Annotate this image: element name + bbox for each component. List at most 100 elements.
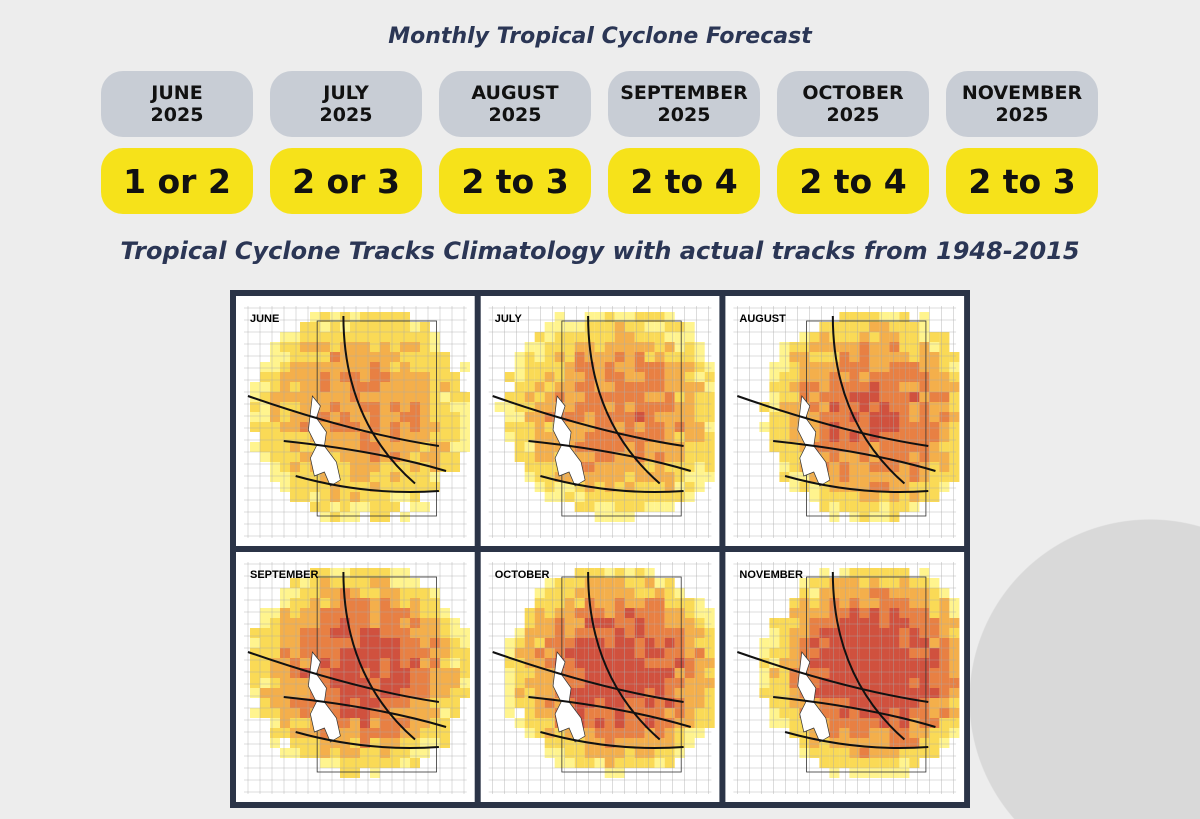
heat-cell: [390, 568, 400, 578]
heat-cell: [310, 332, 320, 342]
heat-cell: [829, 502, 840, 512]
heat-cell: [380, 492, 390, 502]
heat-cell: [929, 738, 940, 748]
heat-cell: [534, 352, 545, 362]
heat-cell: [879, 748, 890, 758]
heat-cell: [614, 758, 625, 768]
heat-cell: [869, 322, 880, 332]
heat-cell: [400, 618, 410, 628]
heat-cell: [370, 392, 380, 402]
heat-cell: [440, 728, 450, 738]
heat-cell: [534, 392, 545, 402]
month-pill: AUGUST 2025: [439, 71, 591, 137]
heat-cell: [829, 442, 840, 452]
heat-cell: [779, 442, 790, 452]
heat-cell: [829, 402, 840, 412]
heat-cell: [310, 638, 320, 648]
heat-cell: [859, 718, 870, 728]
heat-cell: [829, 578, 840, 588]
heat-cell: [594, 372, 605, 382]
heat-cell: [879, 342, 890, 352]
heat-cell: [624, 578, 635, 588]
heat-cell: [574, 658, 585, 668]
heat-cell: [280, 352, 290, 362]
heat-cell: [390, 728, 400, 738]
heat-cell: [260, 638, 270, 648]
heat-cell: [869, 362, 880, 372]
heat-cell: [674, 668, 685, 678]
heat-cell: [819, 492, 830, 502]
heat-cell: [839, 392, 850, 402]
heat-cell: [594, 502, 605, 512]
heat-cell: [664, 578, 675, 588]
heat-cell: [644, 462, 655, 472]
heat-cell: [290, 728, 300, 738]
heat-cell: [300, 442, 310, 452]
heat-cell: [809, 422, 820, 432]
heat-cell: [839, 648, 850, 658]
heat-cell: [929, 628, 940, 638]
heat-cell: [614, 502, 625, 512]
heat-cell: [544, 578, 555, 588]
heat-cell: [829, 392, 840, 402]
heat-cell: [564, 678, 575, 688]
heat-cell: [534, 728, 545, 738]
heat-cell: [270, 442, 280, 452]
heat-cell: [604, 482, 615, 492]
heat-cell: [350, 668, 360, 678]
heat-cell: [564, 342, 575, 352]
heat-cell: [694, 402, 705, 412]
heat-cell: [759, 658, 770, 668]
heat-cell: [859, 362, 870, 372]
heat-cell: [869, 578, 880, 588]
heat-cell: [879, 382, 890, 392]
heat-cell: [430, 668, 440, 678]
heat-cell: [340, 362, 350, 372]
heat-cell: [644, 748, 655, 758]
panel-label: SEPTEMBER: [250, 569, 319, 581]
heat-cell: [694, 728, 705, 738]
heat-cell: [340, 668, 350, 678]
heat-cell: [889, 688, 900, 698]
heat-cell: [370, 322, 380, 332]
heat-cell: [604, 382, 615, 392]
heat-cell: [584, 688, 595, 698]
heat-cell: [400, 578, 410, 588]
heat-cell: [839, 658, 850, 668]
heat-cell: [819, 432, 830, 442]
heat-cell: [879, 658, 890, 668]
heat-cell: [919, 322, 930, 332]
heat-cell: [829, 648, 840, 658]
heat-cell: [604, 312, 615, 322]
heat-cell: [400, 442, 410, 452]
heat-cell: [280, 588, 290, 598]
heat-cell: [769, 718, 780, 728]
heat-cell: [604, 758, 615, 768]
heat-cell: [360, 758, 370, 768]
heat-cell: [380, 658, 390, 668]
heat-cell: [330, 432, 340, 442]
heat-cell: [350, 728, 360, 738]
heat-cell: [410, 688, 420, 698]
heat-cell: [909, 332, 920, 342]
heat-cell: [370, 342, 380, 352]
heat-cell: [624, 648, 635, 658]
heat-cell: [919, 728, 930, 738]
heat-cell: [644, 678, 655, 688]
track-arrow: [540, 475, 684, 493]
heat-cell: [604, 728, 615, 738]
heat-cell: [704, 442, 715, 452]
heat-cell: [380, 718, 390, 728]
heat-cell: [554, 492, 565, 502]
heat-cell: [310, 322, 320, 332]
heat-cell: [370, 502, 380, 512]
heat-cell: [839, 588, 850, 598]
month-year: 2025: [488, 104, 542, 126]
heat-cell: [829, 718, 840, 728]
heat-cell: [839, 402, 850, 412]
heat-cell: [929, 708, 940, 718]
heat-cell: [829, 382, 840, 392]
heat-cell: [704, 472, 715, 482]
heat-cell: [809, 372, 820, 382]
heat-cell: [654, 312, 665, 322]
